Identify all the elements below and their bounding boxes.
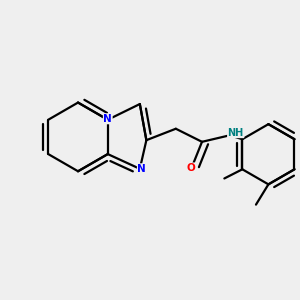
Text: N: N bbox=[137, 164, 146, 174]
Text: O: O bbox=[187, 163, 196, 173]
Text: NH: NH bbox=[228, 128, 244, 138]
Text: N: N bbox=[103, 114, 112, 124]
